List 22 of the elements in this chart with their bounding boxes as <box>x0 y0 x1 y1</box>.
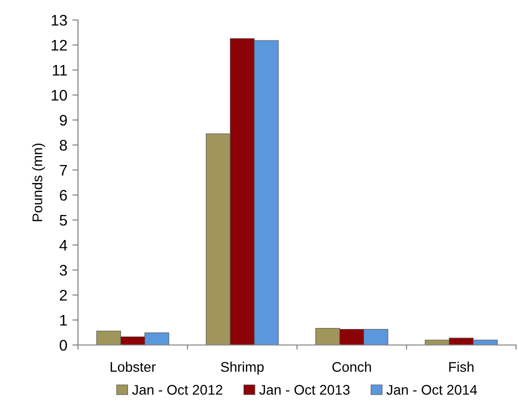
y-tick-label: 9 <box>60 114 67 126</box>
y-tick-label: 10 <box>52 90 67 101</box>
y-tick-label: 3 <box>60 264 67 276</box>
y-axis-title: Pounds (mn) <box>32 144 46 222</box>
x-tick-label: Conch <box>332 362 371 372</box>
y-tick-label: 0 <box>60 340 67 351</box>
y-tick-label: 11 <box>52 65 67 76</box>
y-tick-label: 4 <box>59 240 68 251</box>
y-tick-label: 5 <box>60 215 67 226</box>
x-tick-label: Lobster <box>110 362 156 372</box>
legend-label: Jan - Oct 2014 <box>386 384 477 395</box>
y-tick-label: 1 <box>60 315 67 326</box>
y-tick-label: 8 <box>60 140 67 151</box>
x-tick-label: Shrimp <box>220 362 264 375</box>
legend-label: Jan - Oct 2013 <box>259 384 350 395</box>
y-tick-label: 6 <box>60 190 67 201</box>
y-tick-label: 2 <box>60 290 67 301</box>
y-tick-label: 13 <box>52 14 67 26</box>
y-tick-label: 12 <box>52 40 67 51</box>
legend-label: Jan - Oct 2012 <box>132 384 222 395</box>
y-tick-label: 7 <box>60 165 67 176</box>
x-tick-label: Fish <box>449 362 474 372</box>
